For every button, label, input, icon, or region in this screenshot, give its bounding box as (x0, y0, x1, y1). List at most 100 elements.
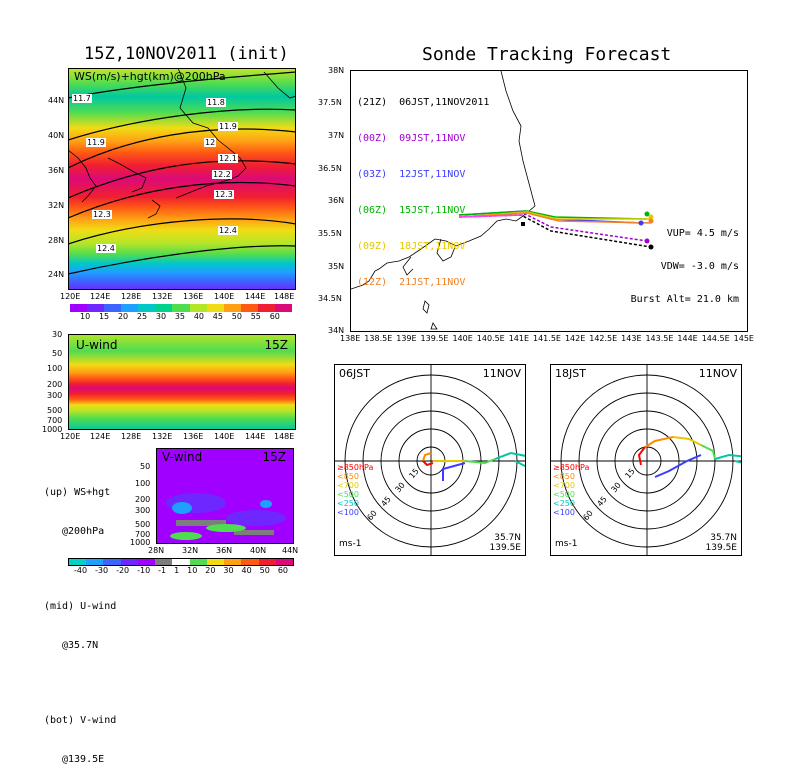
hodo-legend-item: ≥850hPa (337, 463, 374, 472)
colorbar-cell (155, 559, 173, 565)
run-label: (00Z) 09JST,11NOV (357, 133, 466, 144)
lat-label: 44N (282, 546, 299, 555)
hodo-legend-item: <500 (553, 490, 575, 499)
hodo-date: 11NOV (698, 367, 737, 380)
contour-label: 12.4 (96, 244, 116, 253)
hodo-time: 18JST (555, 367, 586, 380)
colorbar-cell (87, 304, 105, 312)
contour-label: 12.1 (218, 154, 238, 163)
p-label: 100 (47, 364, 63, 373)
run-label: (21Z) 06JST,11NOV2011 (357, 97, 490, 108)
p-label: 300 (47, 391, 63, 400)
lon-label: 124E (90, 292, 111, 301)
hodograph-06: 06JST 11NOV 15 30 45 60 ≥850hPa <850 <70… (334, 364, 526, 556)
u-wind-time: 15Z (264, 338, 289, 352)
lon-label: 141.5E (533, 334, 561, 343)
vdw-text: VDW= -3.0 m/s (660, 261, 739, 272)
lat-label: 36.5N (318, 164, 342, 173)
contour-label: 11.8 (206, 98, 226, 107)
p-label: 500 (135, 520, 151, 529)
p-label: 200 (135, 495, 151, 504)
hodo-legend-item: <250 (553, 499, 575, 508)
p-label: 200 (47, 380, 63, 389)
colorbar-cell (138, 304, 156, 312)
lat-label: 32N (182, 546, 199, 555)
ws-panel: WS(m/s)+hgt(km)@200hPa 11.7 11.8 11.9 11… (68, 68, 296, 290)
hodo-lon: 139.5E (705, 543, 737, 553)
lon-label: 128E (121, 292, 142, 301)
colorbar-tick: 45 (212, 312, 223, 321)
colorbar-tick: 10 (187, 566, 198, 575)
colorbar-tick: -20 (116, 566, 130, 575)
hodograph-18: 18JST 11NOV 15 30 45 60 ≥850hPa <850 <70… (550, 364, 742, 556)
p-label: 500 (47, 406, 63, 415)
lat-label: 24N (48, 270, 65, 279)
lat-label: 32N (48, 201, 65, 210)
lat-label: 36N (328, 196, 345, 205)
colorbar-tick: 50 (231, 312, 242, 321)
colorbar-cell (137, 559, 156, 565)
lon-label: 132E (152, 432, 173, 441)
contour-label: 12.4 (218, 226, 238, 235)
colorbar-cell (70, 304, 88, 312)
colorbar-tick: 55 (250, 312, 261, 321)
v-colorbar (68, 558, 294, 566)
colorbar-tick: 40 (241, 566, 252, 575)
p-label: 700 (47, 416, 63, 425)
ws-label: WS(m/s)+hgt(km)@200hPa (74, 70, 226, 83)
p-label: 300 (135, 506, 151, 515)
lat-label: 34N (328, 326, 345, 335)
track-overlay (351, 71, 654, 330)
right-title: Sonde Tracking Forecast (422, 44, 672, 65)
hodo-legend-item: <100 (553, 508, 575, 517)
contour-label: 11.7 (72, 94, 92, 103)
lat-label: 28N (48, 236, 65, 245)
colorbar-tick: -1 (158, 566, 167, 575)
u-wind-label: U-wind (76, 338, 118, 352)
colorbar-cell (69, 559, 87, 565)
p-label: 30 (52, 330, 63, 339)
lat-label: 34.5N (318, 294, 342, 303)
lat-label: 40N (48, 131, 65, 140)
colorbar-cell (224, 559, 242, 565)
colorbar-tick: 20 (205, 566, 216, 575)
colorbar-cell (274, 304, 293, 312)
colorbar-cell (206, 304, 224, 312)
colorbar-tick: 60 (269, 312, 280, 321)
burst-text: Burst Alt= 21.0 km (630, 294, 739, 305)
note-mid: (mid) U-wind (44, 601, 117, 612)
lon-label: 136E (183, 432, 204, 441)
lat-label: 35.5N (318, 229, 342, 238)
colorbar-tick: 50 (259, 566, 270, 575)
colorbar-cell (86, 559, 104, 565)
left-title: 15Z,10NOV2011 (init) (84, 44, 289, 64)
colorbar-cell (257, 304, 275, 312)
lon-label: 140E (214, 432, 235, 441)
colorbar-cell (121, 304, 139, 312)
contour-label: 12.2 (212, 170, 232, 179)
lon-label: 132E (152, 292, 173, 301)
lat-label: 44N (48, 96, 65, 105)
colorbar-cell (155, 304, 173, 312)
contour-label: 12.3 (214, 190, 234, 199)
lon-label: 143.5E (645, 334, 674, 343)
colorbar-cell (189, 304, 207, 312)
colorbar-cell (172, 304, 190, 312)
colorbar-tick: -40 (74, 566, 88, 575)
hodograph-06-plot (335, 365, 525, 555)
hodo-lon: 139.5E (489, 543, 521, 553)
colorbar-cell (120, 559, 138, 565)
lon-label: 120E (60, 432, 81, 441)
note-up2: @200hPa (62, 526, 105, 537)
colorbar-cell (258, 559, 276, 565)
hodo-legend-item: <250 (337, 499, 359, 508)
lon-label: 148E (274, 292, 295, 301)
ws-colorbar (70, 304, 293, 312)
lon-label: 140E (452, 334, 473, 343)
lon-label: 139E (396, 334, 417, 343)
lon-label: 136E (183, 292, 204, 301)
track-map: (21Z) 06JST,11NOV2011 (00Z) 09JST,11NOV … (350, 70, 748, 332)
contour-label: 12 (204, 138, 217, 147)
hodo-legend-item: <100 (337, 508, 359, 517)
lon-label: 140.5E (476, 334, 505, 343)
